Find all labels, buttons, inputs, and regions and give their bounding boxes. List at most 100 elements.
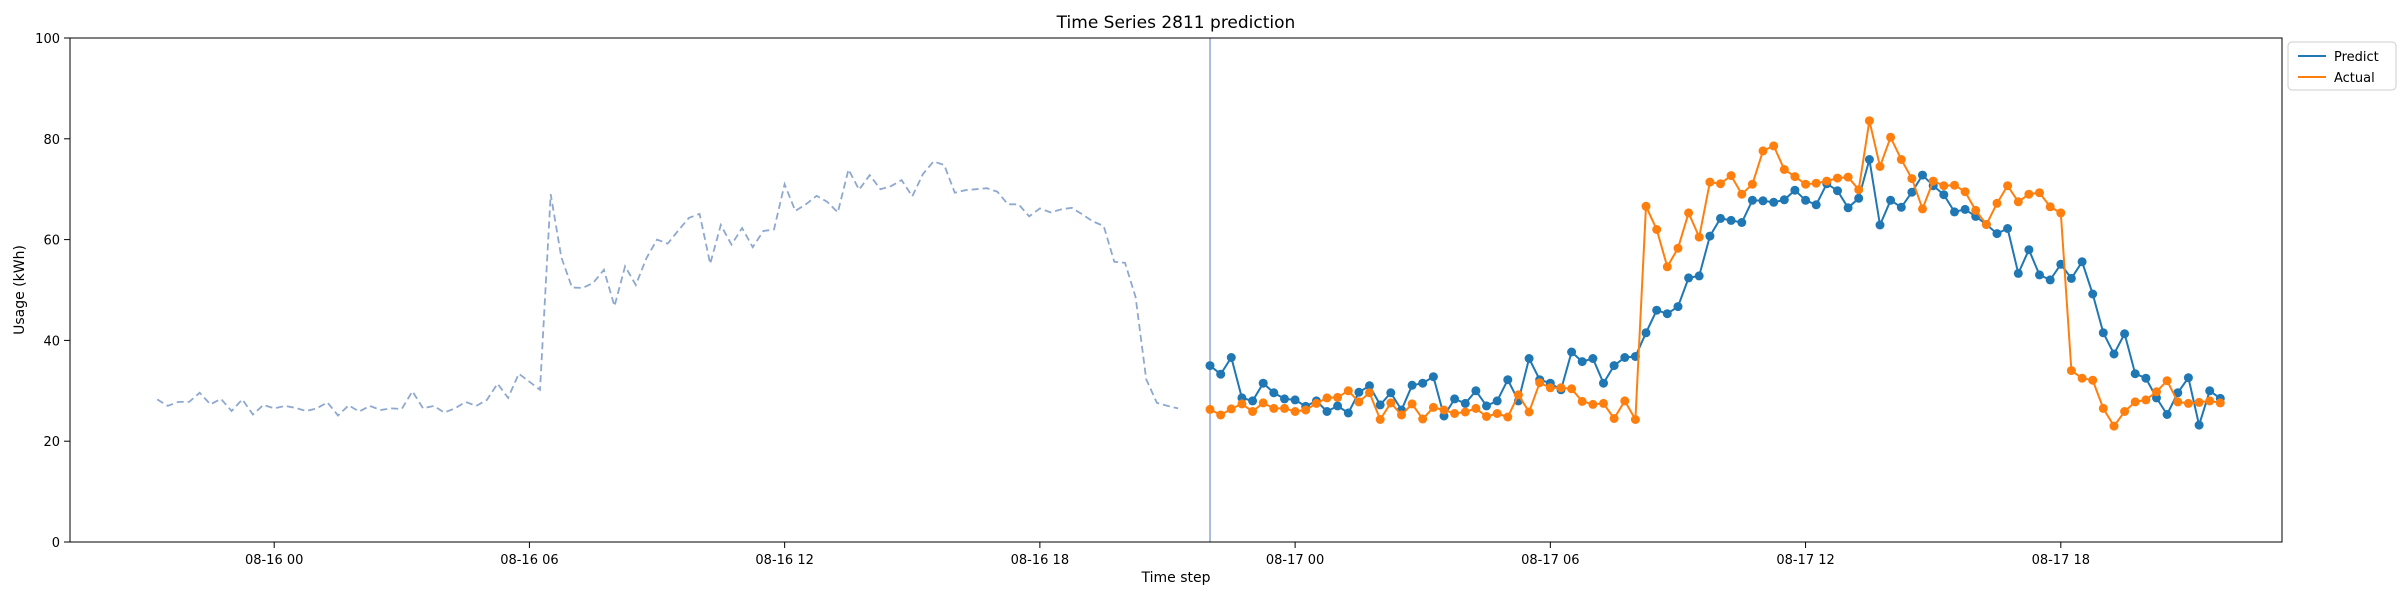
data-point-actual (1822, 176, 1832, 186)
y-tick-label: 100 (35, 32, 60, 47)
data-point-predict (1864, 155, 1874, 164)
data-point-predict (1407, 380, 1417, 390)
data-point-actual (1513, 390, 1523, 400)
data-point-actual (2013, 197, 2023, 207)
data-point-actual (1290, 407, 1300, 416)
data-point-actual (1418, 414, 1428, 424)
data-point-actual (1779, 165, 1789, 174)
data-point-actual (1428, 402, 1438, 412)
y-tick-label: 40 (43, 334, 60, 349)
data-point-actual (1801, 179, 1811, 189)
data-point-predict (1886, 195, 1896, 205)
data-point-actual (1790, 172, 1800, 182)
data-point-actual (1248, 407, 1258, 416)
data-point-actual (1992, 198, 2002, 208)
data-point-predict (2194, 420, 2204, 430)
data-point-actual (1971, 205, 1981, 215)
data-point-predict (1216, 369, 1226, 379)
x-tick-label: 08-17 00 (1266, 553, 1324, 568)
data-point-actual (1482, 412, 1491, 421)
data-point-actual (1567, 384, 1577, 394)
data-point-actual (1662, 262, 1672, 272)
data-point-actual (1343, 386, 1353, 396)
data-point-actual (2109, 421, 2119, 431)
data-point-actual (1354, 397, 1364, 407)
data-point-predict (2056, 259, 2066, 269)
data-point-predict (1354, 387, 1364, 397)
data-point-actual (1226, 404, 1236, 414)
data-point-actual (1237, 399, 1247, 409)
data-point-predict (1875, 220, 1885, 230)
data-point-actual (1630, 415, 1640, 424)
data-point-predict (2183, 373, 2193, 383)
data-point-predict (1620, 353, 1630, 362)
data-point-actual (1684, 208, 1694, 218)
data-point-predict (2088, 289, 2098, 299)
data-point-predict (1769, 197, 1779, 207)
x-tick-label: 08-17 06 (1521, 553, 1579, 568)
data-point-predict (1386, 388, 1396, 398)
data-point-predict (2109, 349, 2119, 359)
data-point-actual (1503, 412, 1513, 422)
x-axis-title: Time step (1141, 570, 1211, 586)
data-point-predict (1471, 386, 1481, 396)
data-point-actual (1407, 399, 1417, 409)
data-point-predict (1918, 170, 1927, 180)
data-point-actual (1450, 409, 1460, 418)
x-tick-label: 08-17 12 (1776, 553, 1834, 568)
data-point-actual (1652, 225, 1662, 234)
x-tick-label: 08-17 18 (2032, 553, 2090, 568)
data-point-actual (2003, 181, 2013, 191)
data-point-actual (2035, 188, 2044, 198)
data-point-predict (1280, 394, 1289, 404)
data-point-predict (2077, 257, 2087, 267)
data-point-actual (1524, 407, 1534, 417)
x-tick-label: 08-16 12 (755, 553, 813, 568)
x-tick-label: 08-16 00 (245, 553, 303, 568)
data-point-predict (1482, 401, 1491, 411)
data-point-actual (2152, 387, 2161, 397)
data-point-actual (1918, 204, 1927, 214)
data-point-actual (1216, 410, 1226, 420)
data-point-actual (1928, 176, 1938, 186)
data-point-actual (1599, 398, 1608, 408)
data-point-actual (1886, 132, 1896, 142)
y-axis-title: Usage (kWh) (12, 245, 28, 335)
data-point-actual (1641, 201, 1651, 211)
chart-title: Time Series 2811 prediction (1056, 13, 1296, 33)
legend-label-actual: Actual (2334, 71, 2375, 86)
data-point-actual (1609, 414, 1619, 423)
data-point-predict (2162, 410, 2172, 419)
data-point-predict (1609, 361, 1619, 371)
plot-area (156, 38, 2225, 542)
data-point-actual (1280, 403, 1289, 413)
data-point-predict (1779, 195, 1789, 205)
data-point-predict (1503, 375, 1513, 385)
data-point-predict (1290, 395, 1300, 405)
data-point-predict (1737, 218, 1747, 227)
data-point-predict (1960, 204, 1970, 214)
data-point-actual (1950, 180, 1959, 190)
data-point-predict (1599, 378, 1608, 388)
data-point-predict (2141, 373, 2151, 383)
data-point-actual (1758, 146, 1768, 156)
data-point-predict (2120, 329, 2130, 339)
data-point-predict (1641, 328, 1651, 338)
data-point-predict (1662, 309, 1672, 319)
data-point-actual (1301, 405, 1311, 415)
data-point-predict (1801, 195, 1811, 205)
data-point-predict (1343, 408, 1353, 418)
data-point-actual (2024, 189, 2034, 199)
data-point-actual (1864, 116, 1874, 126)
data-point-predict (1258, 378, 1268, 388)
data-point-actual (2173, 397, 2183, 407)
data-point-predict (1950, 207, 1959, 217)
data-point-predict (2003, 224, 2013, 233)
data-point-actual (1960, 187, 1970, 197)
data-point-predict (1567, 347, 1577, 357)
data-point-predict (1269, 388, 1279, 398)
data-point-actual (2120, 407, 2130, 416)
data-point-predict (2130, 369, 2140, 379)
data-point-predict (1248, 396, 1258, 406)
data-point-predict (2066, 273, 2076, 283)
